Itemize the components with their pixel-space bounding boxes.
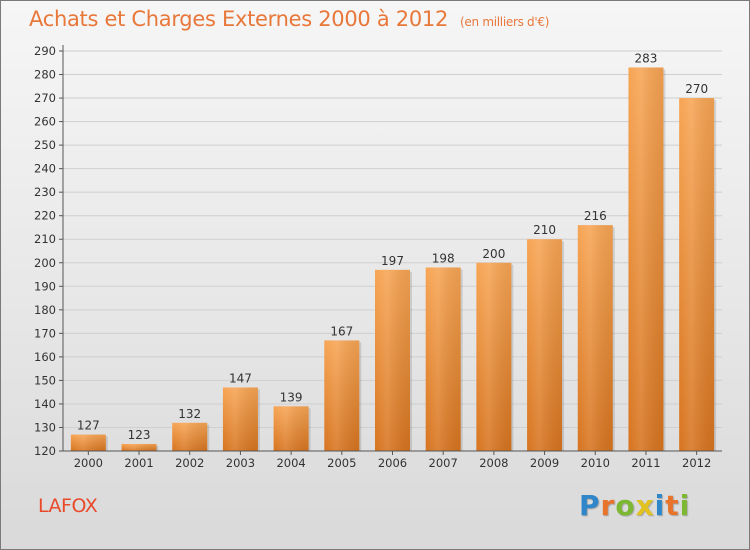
bar-value-label: 283 [635,51,658,65]
bar-value-label: 198 [432,251,455,265]
bar-highlight [679,98,715,451]
bar-value-label: 127 [77,419,100,433]
y-tick-label: 240 [34,162,56,176]
logo-letter: i [679,489,691,522]
y-tick-label: 170 [34,326,56,340]
y-tick-label: 250 [34,138,56,152]
y-tick-label: 210 [34,232,56,246]
x-tick-label: 2008 [479,456,508,470]
y-tick-label: 260 [34,115,56,129]
bar-value-label: 270 [685,82,708,96]
x-tick-label: 2003 [226,456,255,470]
bar-value-label: 200 [482,247,505,261]
bar-highlight [121,443,157,451]
y-tick-label: 230 [34,185,56,199]
bar-highlight [273,406,309,451]
bar-highlight [425,267,461,451]
bar-highlight [324,340,360,451]
bar-highlight [375,269,410,451]
x-tick-label: 2011 [631,456,660,470]
bar-value-label: 139 [280,390,303,404]
x-tick-label: 2010 [581,456,610,470]
axes [62,45,722,452]
x-tick-label: 2009 [530,456,559,470]
commune-name: LAFOX [38,495,98,517]
y-tick-label: 120 [34,444,56,458]
y-tick-label: 290 [34,44,56,58]
chart-unit: (en milliers d'€) [460,15,550,29]
bar-value-label: 132 [178,407,201,421]
y-tick-label: 270 [34,91,56,105]
x-tick-label: 2000 [74,456,103,470]
bar-value-label: 123 [128,428,151,442]
y-tick-label: 220 [34,209,56,223]
logo-letter: t [665,489,680,522]
bar-highlight [222,387,258,451]
bar-highlight [527,239,563,451]
bar-highlight [70,434,106,451]
bar-value-label: 167 [330,324,353,338]
bar-highlight [577,225,613,451]
chart-title-text: Achats et Charges Externes 2000 à 2012 [29,7,449,31]
x-tick-label: 2007 [429,456,458,470]
x-tick-label: 2001 [124,456,153,470]
chart-title: Achats et Charges Externes 2000 à 2012 (e… [29,7,549,31]
bar-value-label: 216 [584,209,607,223]
bar-highlight [476,262,512,451]
y-tick-label: 200 [34,256,56,270]
logo-letter: x [635,489,655,522]
y-tick-label: 190 [34,279,56,293]
logo-letter: i [654,489,666,522]
bars: 127 123 132 147 139 167 197 198 200 210 216 283 270 [70,51,717,452]
proxiti-logo: Proxiti [579,489,690,522]
bar-value-label: 210 [533,223,556,237]
bar-value-label: 197 [381,254,404,268]
bar-highlight [628,67,664,452]
y-tick-label: 180 [34,303,56,317]
x-axis-ticks: 2000 2001 2002 2003 2004 2005 2006 2007 2008 2009… [74,451,711,470]
y-tick-label: 130 [34,420,56,434]
logo-letter: r [600,489,616,522]
x-tick-label: 2002 [175,456,204,470]
x-tick-label: 2012 [682,456,711,470]
y-tick-label: 140 [34,397,56,411]
bar-highlight [172,422,208,451]
y-axis-ticks: 120 130 140 150 160 170 180 190 200 210 220 230 240 2… [34,44,63,458]
bar-value-label: 147 [229,371,252,385]
logo-letter: P [579,489,601,522]
y-tick-label: 150 [34,373,56,387]
logo-letter: o [615,489,636,522]
x-tick-label: 2004 [276,456,305,470]
y-tick-label: 280 [34,68,56,82]
x-tick-label: 2006 [378,456,407,470]
y-tick-label: 160 [34,350,56,364]
x-tick-label: 2005 [327,456,356,470]
